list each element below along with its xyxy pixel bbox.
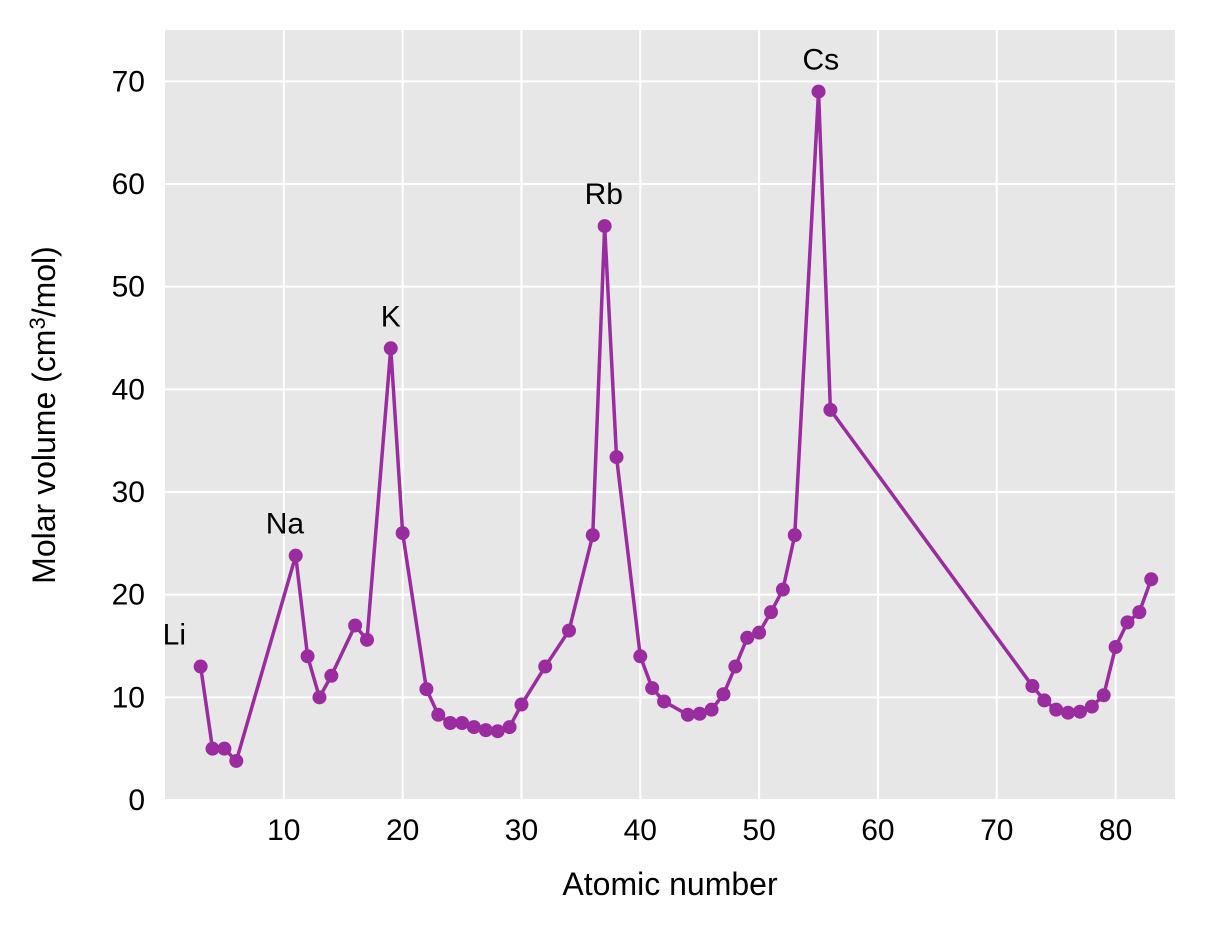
x-tick-label: 30 [505,814,538,847]
y-tick-label: 40 [112,373,145,406]
y-axis-label: Molar volume (cm3/mol) [25,246,62,584]
data-point [633,649,647,663]
data-point [728,660,742,674]
data-point [1037,693,1051,707]
data-point [431,708,445,722]
data-point [705,703,719,717]
data-point [752,626,766,640]
data-point [1085,700,1099,714]
data-point [360,633,374,647]
y-tick-label: 10 [112,681,145,714]
data-point [1049,703,1063,717]
data-point [645,681,659,695]
data-point [598,219,612,233]
y-tick-label: 0 [128,784,145,817]
data-point [1097,688,1111,702]
peak-label: K [381,300,401,333]
data-point [812,85,826,99]
data-point [681,708,695,722]
data-point [1109,640,1123,654]
data-point [657,694,671,708]
chart-svg: 10 20 30 40 50 60 70 80 0 10 20 30 40 50 60 70 Atomic nu… [0,0,1209,948]
data-point [312,690,326,704]
data-point [229,754,243,768]
data-point [776,583,790,597]
data-point [1061,706,1075,720]
peak-label: Na [266,508,305,541]
data-point [455,716,469,730]
data-point [1120,615,1134,629]
x-tick-label: 50 [742,814,775,847]
y-tick-label: 20 [112,579,145,612]
data-point [301,649,315,663]
data-point [348,618,362,632]
peak-label: Li [163,619,186,652]
x-tick-label: 60 [861,814,894,847]
x-tick-label: 20 [386,814,419,847]
y-tick-label: 50 [112,271,145,304]
data-point [1025,679,1039,693]
data-point [610,450,624,464]
data-point [384,341,398,355]
molar-volume-chart: 10 20 30 40 50 60 70 80 0 10 20 30 40 50 60 70 Atomic nu… [0,0,1209,948]
data-point [764,605,778,619]
data-point [716,687,730,701]
data-point [324,669,338,683]
peak-label: Rb [585,178,623,211]
data-point [586,528,600,542]
x-tick-label: 40 [624,814,657,847]
peak-label: Cs [803,44,840,77]
data-point [396,526,410,540]
data-point [467,720,481,734]
data-point [823,403,837,417]
data-point [289,549,303,563]
x-tick-label: 10 [267,814,300,847]
y-tick-label: 30 [112,476,145,509]
data-point [1144,572,1158,586]
data-point [1132,605,1146,619]
x-axis-label: Atomic number [562,866,778,902]
y-tick-label: 60 [112,168,145,201]
x-tick-label: 70 [980,814,1013,847]
y-tick-label: 70 [112,65,145,98]
data-point [514,698,528,712]
data-point [419,682,433,696]
data-point [538,660,552,674]
x-tick-label: 80 [1099,814,1132,847]
data-point [503,720,517,734]
data-point [217,742,231,756]
data-point [479,723,493,737]
data-point [491,724,505,738]
data-point [194,660,208,674]
data-point [693,707,707,721]
data-point [788,528,802,542]
data-point [562,624,576,638]
